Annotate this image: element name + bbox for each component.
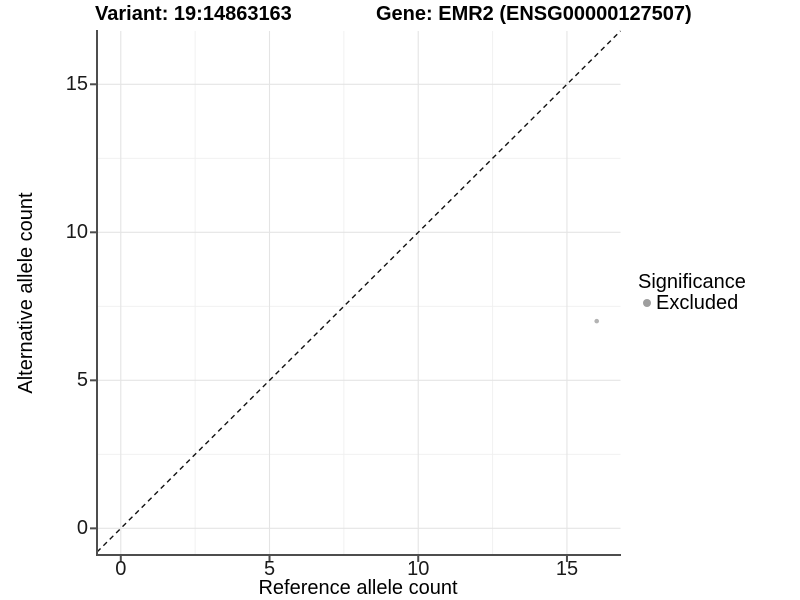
y-axis-label: Alternative allele count — [15, 192, 37, 394]
y-tick-label: 5 — [76, 369, 88, 392]
legend: Significance Excluded — [638, 272, 746, 313]
x-axis-label: Reference allele count — [258, 577, 458, 599]
x-tick-label: 5 — [263, 558, 276, 580]
y-tick-label: 15 — [65, 73, 88, 96]
legend-item-excluded: Excluded — [643, 293, 746, 313]
legend-item-label: Excluded — [656, 292, 739, 314]
data-point-excluded — [594, 318, 600, 324]
plot-title-gene: Gene: EMR2 (ENSG00000127507) — [376, 3, 692, 25]
identity-reference-line — [96, 30, 621, 553]
y-tick-label: 0 — [76, 517, 88, 540]
legend-key-dot-icon — [643, 299, 651, 307]
x-tick-label: 10 — [407, 558, 430, 580]
plot-title-variant: Variant: 19:14863163 — [95, 3, 292, 25]
y-tick-label: 10 — [65, 221, 88, 244]
legend-title: Significance — [638, 271, 746, 293]
x-tick-label: 15 — [555, 558, 579, 580]
x-tick-label: 0 — [115, 558, 127, 580]
